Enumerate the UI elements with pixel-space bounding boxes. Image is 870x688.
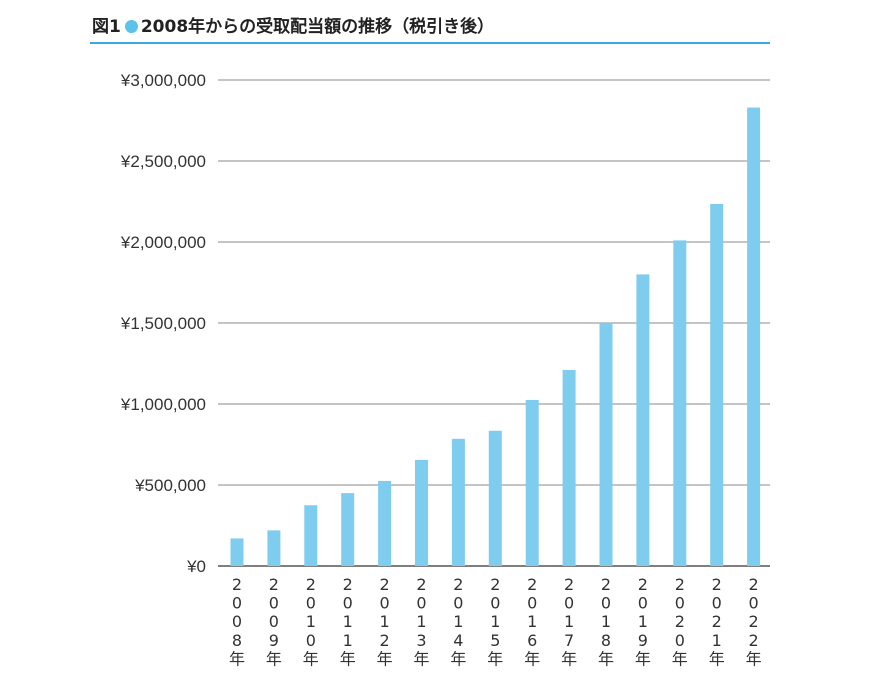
bullet-dot-icon <box>124 20 138 33</box>
bar-14 <box>747 107 761 566</box>
bar-2 <box>304 505 318 566</box>
y-tick-label: ¥3,000,000 <box>120 71 206 90</box>
bar-12 <box>673 240 687 566</box>
bar-7 <box>488 430 502 566</box>
bar-13 <box>710 203 724 566</box>
y-tick-label: ¥2,000,000 <box>120 233 206 252</box>
y-tick-label: ¥0 <box>186 557 206 576</box>
y-tick-label: ¥500,000 <box>134 476 206 495</box>
y-axis-tick-labels: ¥0 ¥500,000 ¥1,000,000 ¥1,500,000 ¥2,000,000… <box>120 71 206 576</box>
bar-1 <box>267 530 281 566</box>
bar-4 <box>378 480 392 566</box>
bar-8 <box>525 399 539 566</box>
bar-9 <box>562 369 576 566</box>
x-axis-tick-labels: 2 0 0 8 年 2 0 0 9 年 2 0 1 0 年 2 0 1 1 年 2 0 1 2 年 2 0 1 3 年 2 0 1 4 年 2 0 1 5 年… <box>229 575 762 668</box>
figure-title-text: 2008年からの受取配当額の推移（税引き後） <box>140 17 495 37</box>
bar-5 <box>415 459 428 566</box>
bars <box>230 107 761 566</box>
y-tick-label: ¥2,500,000 <box>120 152 206 171</box>
bar-6 <box>451 438 465 566</box>
bar-10 <box>599 323 613 566</box>
bar-3 <box>341 493 355 566</box>
bar-11 <box>636 274 650 566</box>
y-tick-label: ¥1,500,000 <box>120 314 206 333</box>
figure-title: 図1 2008年からの受取配当額の推移（税引き後） <box>92 12 494 37</box>
bar-0 <box>230 538 244 566</box>
figure-title-row: 図1 2008年からの受取配当額の推移（税引き後） <box>92 8 772 40</box>
title-underline <box>90 42 770 44</box>
figure-label: 図1 <box>92 17 121 37</box>
y-tick-label: ¥1,000,000 <box>120 395 206 414</box>
